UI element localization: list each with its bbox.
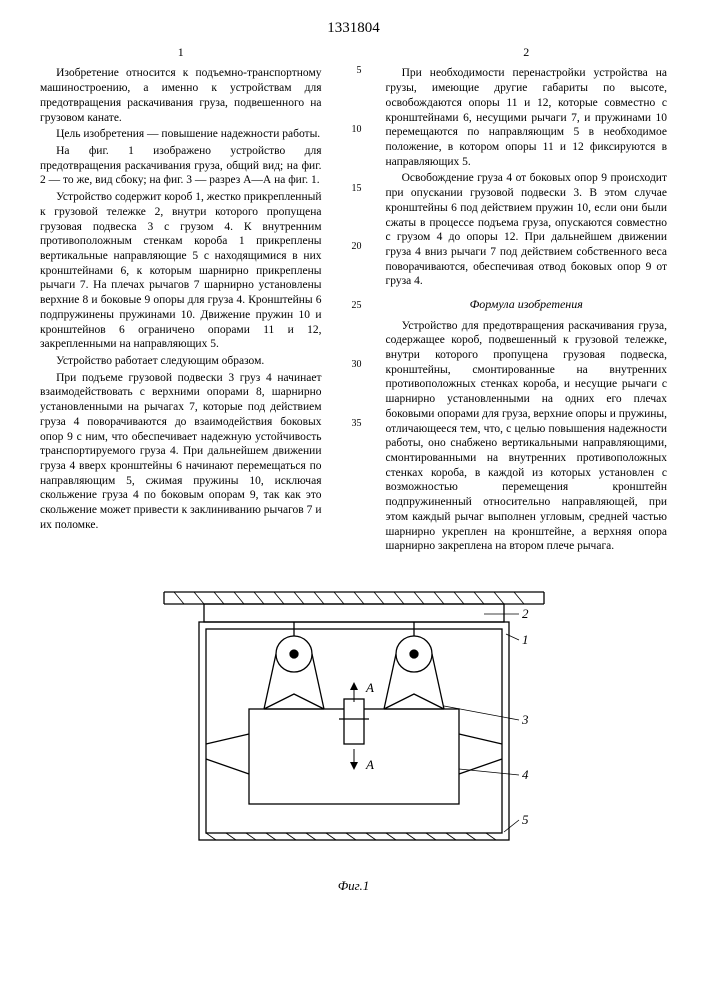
figure-1-label: Фиг.1 [40, 878, 667, 894]
formula-title: Формула изобретения [386, 297, 668, 312]
fig-ref-a-bot: A [365, 757, 374, 772]
fig-ref-3: 3 [521, 712, 529, 727]
column-2: 2 При необходимости перенастройки устрой… [386, 45, 668, 556]
fig-ref-4: 4 [522, 767, 529, 782]
col2-number: 2 [386, 45, 668, 60]
col1-p1: Изобретение относится к подъемно-транспо… [40, 66, 322, 125]
line-number-gutter: 5 10 15 20 25 30 35 [346, 45, 362, 556]
col1-p4: Устройство содержит короб 1, жестко прик… [40, 190, 322, 352]
fig-ref-a-top: A [365, 680, 374, 695]
col1-p3: На фиг. 1 изображено устройство для пред… [40, 144, 322, 188]
line-num-35: 35 [346, 418, 362, 431]
line-num-10: 10 [346, 124, 362, 137]
col2-p3: Устройство для предотвращения раскачиван… [386, 319, 668, 555]
line-num-20: 20 [346, 241, 362, 254]
column-1: 1 Изобретение относится к подъемно-транс… [40, 45, 322, 556]
col1-p2: Цель изобретения — повышение надежности … [40, 127, 322, 142]
page: 1331804 1 Изобретение относится к подъем… [0, 0, 707, 924]
figure-1-svg: 2 1 3 4 5 A A [144, 574, 564, 874]
line-num-25: 25 [346, 300, 362, 313]
line-num-30: 30 [346, 359, 362, 372]
col1-number: 1 [40, 45, 322, 60]
figure-1: 2 1 3 4 5 A A Фиг.1 [40, 574, 667, 894]
col2-p2: Освобождение груза 4 от боковых опор 9 п… [386, 171, 668, 289]
fig-ref-5: 5 [522, 812, 529, 827]
line-num-15: 15 [346, 183, 362, 196]
col1-p6: При подъеме грузовой подвески 3 груз 4 н… [40, 371, 322, 533]
col1-p5: Устройство работает следующим образом. [40, 354, 322, 369]
text-columns: 1 Изобретение относится к подъемно-транс… [40, 45, 667, 556]
line-num-5: 5 [346, 65, 362, 78]
col2-p1: При необходимости перенастройки устройст… [386, 66, 668, 169]
fig-ref-2: 2 [522, 606, 529, 621]
fig-ref-1: 1 [522, 632, 529, 647]
patent-number: 1331804 [40, 20, 667, 37]
